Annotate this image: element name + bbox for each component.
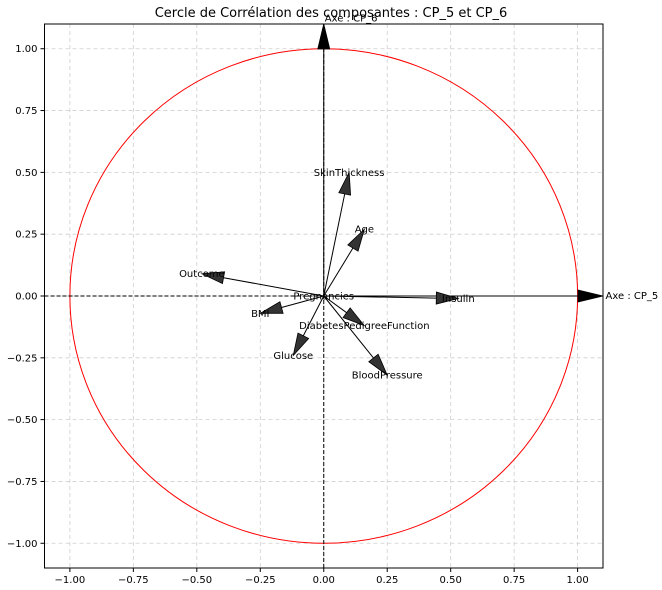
label-outcome: Outcome <box>179 269 225 280</box>
arrow-age-shaft <box>323 247 354 297</box>
arrow-skinthickness-shaft <box>323 193 346 297</box>
x-tick-label: −1.00 <box>55 575 86 586</box>
arrow-bloodpressure-head <box>368 353 389 377</box>
arrow-bloodpressure-shaft <box>323 295 374 359</box>
arrow-bmi-shaft <box>281 295 324 309</box>
arrow-insulin-head <box>435 291 460 305</box>
y-tick-label: 0.75 <box>15 106 37 117</box>
y-axis-arrow-head <box>317 23 331 50</box>
y-tick-label: −0.50 <box>7 415 38 426</box>
x-tick-label: 0.50 <box>440 575 462 586</box>
y-tick-label: 0.00 <box>15 292 37 303</box>
arrow-insulin-shaft <box>323 295 437 299</box>
y-tick-label: −0.75 <box>7 477 38 488</box>
x-tick-label: 0.25 <box>376 575 398 586</box>
arrow-diabetespedigreefunction-shaft <box>323 295 347 314</box>
arrow-glucose-head <box>292 332 310 357</box>
y-tick-label: 1.00 <box>15 44 37 55</box>
arrow-bmi-head <box>258 301 284 314</box>
label-insulin: Insulin <box>442 294 475 305</box>
label-bloodpressure: BloodPressure <box>352 371 423 382</box>
y-axis-arrow <box>317 23 331 296</box>
x-tick-label: 0.75 <box>503 575 525 586</box>
arrow-bloodpressure <box>323 295 389 377</box>
label-pregnancies: Pregnancies <box>293 292 354 303</box>
arrow-diabetespedigreefunction-head <box>342 307 366 327</box>
x-axis-arrow-head <box>577 289 604 303</box>
arrow-outcome-head <box>200 271 226 285</box>
arrow-outcome-shaft <box>223 277 324 297</box>
x-tick-label: 0.00 <box>313 575 335 586</box>
x-tick-label: −0.50 <box>181 575 212 586</box>
label-bmi: BMI <box>251 309 269 320</box>
x-axis-name: Axe : CP_5 <box>606 291 659 302</box>
chart-title: Cercle de Corrélation des composantes : … <box>155 6 508 21</box>
label-age: Age <box>355 225 374 236</box>
label-glucose: Glucose <box>273 351 313 362</box>
y-tick-label: −1.00 <box>7 539 38 550</box>
y-tick-label: 0.25 <box>15 230 37 241</box>
label-layer: Axe : CP_5 Axe : CP_6 Pregnancies Glucose Bl… <box>179 14 658 382</box>
arrow-glucose <box>292 295 325 357</box>
arrow-skinthickness-head <box>338 170 352 196</box>
arrow-skinthickness <box>323 170 352 297</box>
arrow-layer <box>200 23 604 377</box>
arrow-age <box>323 227 366 297</box>
x-tick-label: −0.75 <box>118 575 149 586</box>
arrow-age-head <box>347 227 366 252</box>
y-axis-name: Axe : CP_6 <box>325 14 378 25</box>
label-skinthickness: SkinThickness <box>314 168 385 179</box>
arrow-glucose-shaft <box>302 295 325 337</box>
tick-layer: −1.00 −0.75 −0.50 −0.25 0.00 0.25 0.50 0.75 1.00… <box>7 44 589 586</box>
arrow-outcome <box>200 271 324 297</box>
y-tick-label: −0.25 <box>7 353 38 364</box>
label-diabetespedigreefunction: DiabetesPedigreeFunction <box>299 321 429 332</box>
arrow-bmi <box>258 295 324 314</box>
arrow-diabetespedigreefunction <box>323 295 366 327</box>
x-tick-label: 1.00 <box>566 575 588 586</box>
y-tick-label: 0.50 <box>15 168 37 179</box>
x-tick-label: −0.25 <box>245 575 276 586</box>
arrow-insulin <box>323 291 460 305</box>
